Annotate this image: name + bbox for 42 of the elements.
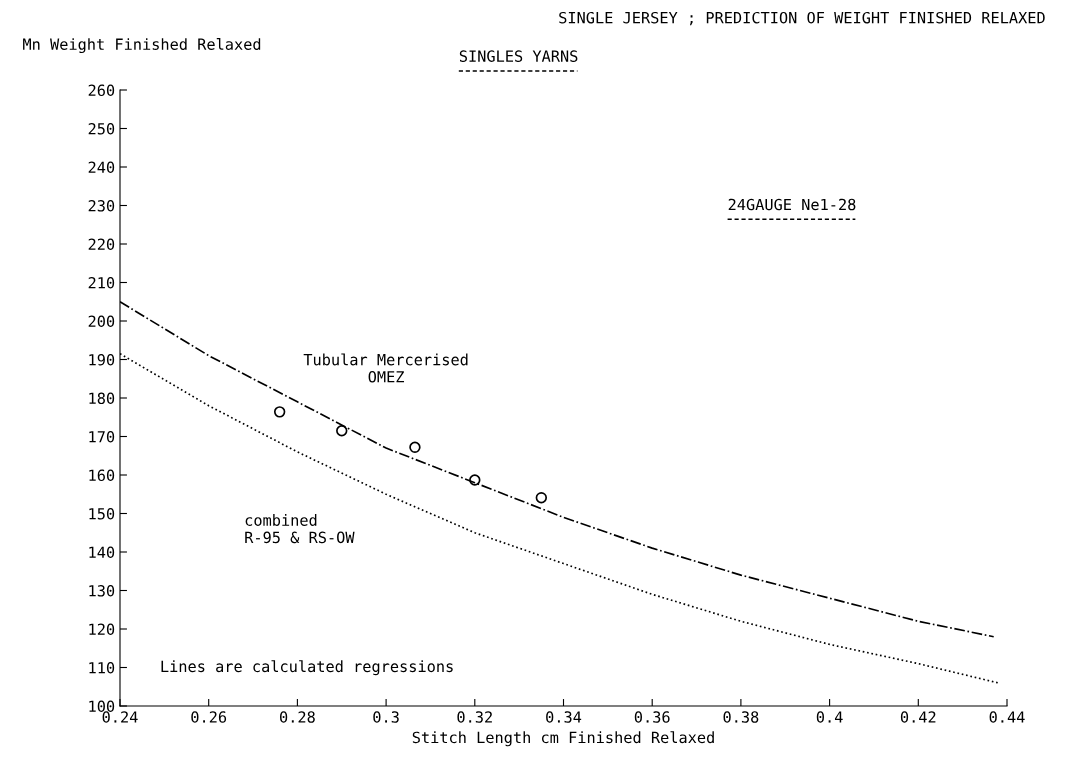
point [469, 474, 481, 486]
y-tick-label: 150 [89, 508, 115, 520]
x-tick-label: 0.44 [989, 711, 1025, 723]
y-tick-label: 130 [89, 585, 115, 597]
line-series [120, 352, 999, 684]
y-tick-label: 190 [89, 354, 115, 366]
x-tick-label: 0.24 [102, 711, 138, 723]
y-tick-label: 210 [88, 277, 115, 289]
point [273, 406, 286, 418]
y-tick-label: 100 [89, 700, 115, 713]
x-tick-label: 0.26 [191, 711, 227, 723]
x-tick-label: 0.36 [634, 711, 670, 723]
y-tick-label: 120 [89, 623, 115, 636]
x-tick-label: 0.28 [280, 711, 315, 723]
y-axis-title: Mn Weight Finished Relaxed [23, 38, 261, 54]
x-tick-label: 0.3 [373, 711, 399, 723]
y-tick-label: 200 [88, 315, 115, 328]
y-tick-label: 260 [88, 84, 115, 97]
y-tick-label: 250 [88, 123, 115, 135]
y-tick-label: 140 [89, 546, 115, 559]
annotation: 24GAUGE Ne1-28 [728, 198, 856, 211]
chart-title: SINGLE JERSEY ; PREDICTION OF WEIGHT FINISHED RELAXED [559, 11, 1045, 26]
point [535, 492, 548, 504]
y-tick-label: 230 [88, 200, 115, 212]
x-tick-label: 0.38 [723, 711, 759, 723]
x-axis-title: Stitch Length cm Finished Relaxed [412, 731, 714, 747]
y-tick-label: 180 [89, 392, 115, 405]
x-tick-label: 0.4 [816, 711, 843, 723]
x-tick-label: 0.32 [457, 711, 492, 723]
y-tick-label: 160 [89, 469, 115, 482]
series-label: Tubular Mercerised OMEZ [303, 353, 468, 383]
x-tick-label: 0.42 [900, 711, 936, 723]
y-tick-label: 240 [88, 161, 115, 174]
text: combined R-95 & RS-OW [245, 514, 355, 544]
y-tick-label: 220 [88, 238, 115, 251]
x-tick-label: 0.34 [546, 711, 582, 723]
annotation: Lines are calculated regressions [161, 660, 453, 676]
point [409, 441, 421, 453]
y-tick-label: 170 [89, 431, 115, 443]
y-tick-label: 110 [89, 662, 115, 674]
chart-subtitle: SINGLES YARNS [459, 50, 578, 62]
point [336, 425, 348, 437]
